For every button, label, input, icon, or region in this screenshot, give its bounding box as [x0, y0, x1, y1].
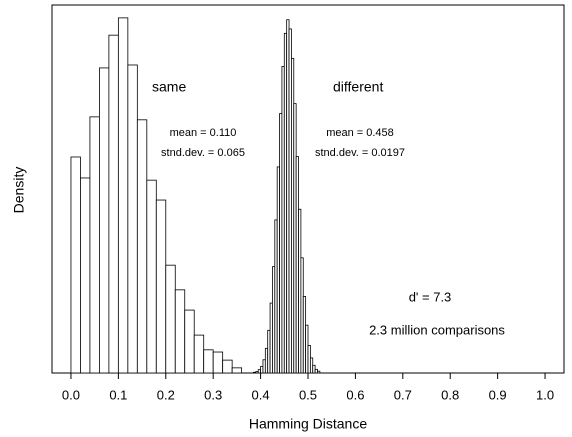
bar	[184, 309, 195, 374]
x-tick-label: 1.0	[536, 387, 554, 402]
annotation: d' = 7.3	[409, 289, 452, 304]
x-tick-label: 0.0	[62, 387, 80, 402]
x-axis-label: Hamming Distance	[249, 416, 367, 432]
x-tick-label: 0.9	[489, 387, 507, 402]
x-tick-label: 0.6	[346, 387, 364, 402]
annotation: 2.3 million comparisons	[369, 322, 505, 337]
bar	[155, 199, 167, 374]
x-tick-label: 0.8	[441, 387, 459, 402]
x-tick-label: 0.5	[299, 387, 317, 402]
series-label: different	[333, 79, 383, 95]
bar	[165, 264, 176, 374]
bar	[70, 156, 81, 374]
bar	[108, 34, 119, 374]
annotation: mean = 0.458	[326, 127, 394, 139]
x-tick-label: 0.3	[204, 387, 222, 402]
bar	[231, 367, 243, 374]
annotation: mean = 0.110	[170, 127, 237, 139]
x-tick-label: 0.1	[109, 387, 127, 402]
bar	[117, 17, 129, 374]
bar	[127, 64, 138, 374]
x-tick-label: 0.4	[252, 387, 270, 402]
bar	[203, 349, 214, 374]
bar	[317, 370, 321, 374]
bar	[89, 116, 100, 374]
series-label: same	[152, 79, 186, 95]
bar	[80, 177, 91, 374]
y-axis-label: Density	[11, 167, 27, 214]
annotation: stnd.dev. = 0.0197	[315, 147, 405, 159]
annotation: stnd.dev. = 0.065	[161, 147, 245, 159]
bar	[174, 289, 186, 374]
x-tick-label: 0.2	[157, 387, 175, 402]
bar	[146, 179, 157, 374]
bar	[222, 359, 233, 374]
bar	[212, 351, 224, 374]
bar	[193, 334, 205, 374]
bar	[99, 67, 110, 374]
x-tick-label: 0.7	[394, 387, 412, 402]
bar	[136, 119, 148, 374]
